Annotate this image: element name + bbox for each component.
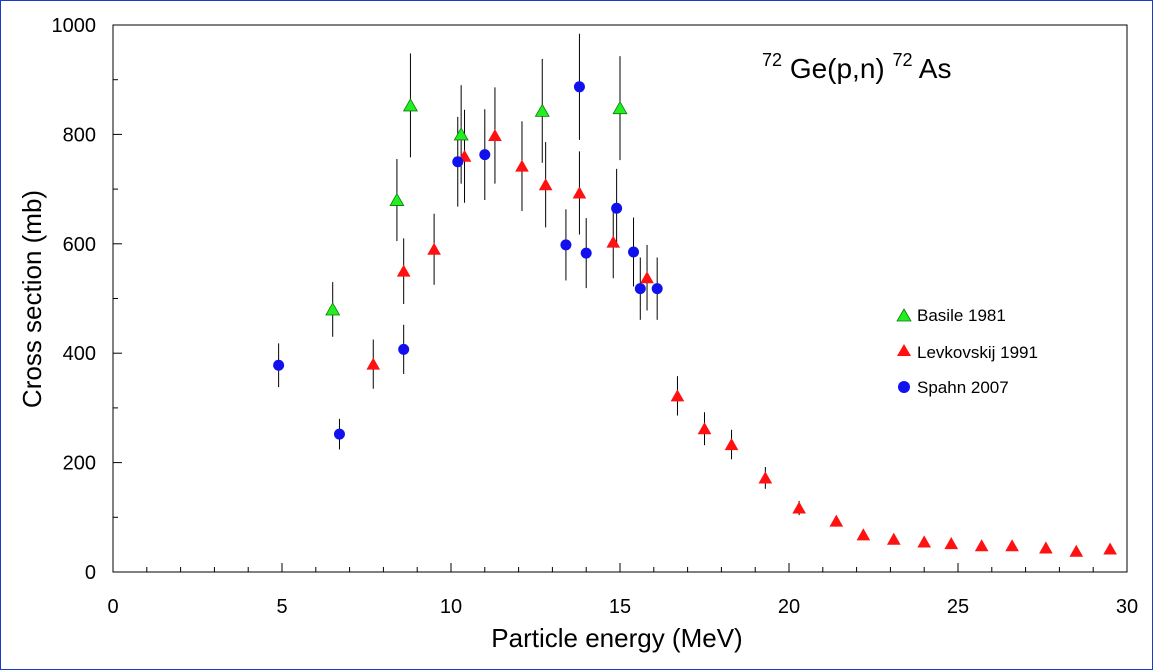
point-spahn-2007 bbox=[580, 247, 592, 259]
point-levkovskij-1991 bbox=[792, 501, 806, 514]
data-points bbox=[273, 33, 1117, 557]
point-spahn-2007 bbox=[651, 283, 663, 295]
point-levkovskij-1991 bbox=[606, 235, 621, 248]
point-basile-1981 bbox=[325, 302, 341, 316]
x-tick-label: 0 bbox=[107, 596, 118, 618]
point-levkovskij-1991 bbox=[697, 422, 712, 435]
y-tick-label: 800 bbox=[63, 124, 96, 146]
point-spahn-2007 bbox=[628, 246, 640, 258]
legend-marker-levkovskij bbox=[897, 344, 911, 356]
point-levkovskij-1991 bbox=[427, 242, 441, 255]
point-levkovskij-1991 bbox=[917, 535, 932, 548]
legend-label-spahn: Spahn 2007 bbox=[917, 378, 1009, 397]
point-levkovskij-1991 bbox=[1069, 544, 1084, 557]
legend-item-levkovskij: Levkovskij 1991 bbox=[897, 343, 1038, 362]
legend-marker-basile bbox=[896, 308, 912, 322]
x-tick-label: 30 bbox=[1116, 596, 1138, 618]
title-sup-1: 72 bbox=[762, 50, 782, 70]
legend-label-basile: Basile 1981 bbox=[917, 306, 1006, 325]
point-levkovskij-1991 bbox=[640, 271, 654, 284]
point-levkovskij-1991 bbox=[856, 528, 871, 541]
point-spahn-2007 bbox=[273, 359, 285, 371]
legend-item-spahn: Spahn 2007 bbox=[898, 378, 1009, 397]
point-spahn-2007 bbox=[452, 156, 464, 168]
legend-label-levkovskij: Levkovskij 1991 bbox=[917, 343, 1038, 362]
point-levkovskij-1991 bbox=[1103, 542, 1117, 555]
y-tick-label: 400 bbox=[63, 343, 96, 365]
axes: 0 5 10 15 20 25 30 0 200 400 600 800 1000 bbox=[52, 15, 1139, 618]
point-basile-1981 bbox=[453, 127, 469, 141]
point-spahn-2007 bbox=[560, 239, 572, 251]
y-tick-label: 1000 bbox=[52, 15, 97, 37]
legend-marker-spahn bbox=[898, 381, 910, 393]
legend-item-basile: Basile 1981 bbox=[896, 306, 1006, 325]
title-main-1: Ge(p,n) bbox=[790, 53, 885, 84]
x-tick-label: 15 bbox=[609, 596, 631, 618]
x-tick-label: 20 bbox=[778, 596, 800, 618]
title-main-2: As bbox=[919, 53, 952, 84]
point-levkovskij-1991 bbox=[974, 539, 989, 552]
point-levkovskij-1991 bbox=[886, 532, 901, 545]
x-tick-label: 25 bbox=[947, 596, 969, 618]
point-levkovskij-1991 bbox=[396, 264, 411, 277]
point-basile-1981 bbox=[402, 98, 418, 112]
point-levkovskij-1991 bbox=[724, 438, 739, 451]
point-basile-1981 bbox=[612, 100, 628, 115]
y-tick-label: 200 bbox=[63, 453, 96, 475]
point-spahn-2007 bbox=[634, 283, 646, 295]
point-spahn-2007 bbox=[479, 149, 491, 161]
point-spahn-2007 bbox=[573, 81, 585, 93]
y-axis-label: Cross section (mb) bbox=[17, 190, 47, 408]
point-levkovskij-1991 bbox=[829, 514, 844, 527]
y-tick-label: 0 bbox=[85, 562, 96, 584]
point-basile-1981 bbox=[389, 192, 405, 206]
point-levkovskij-1991 bbox=[758, 471, 773, 484]
point-basile-1981 bbox=[534, 103, 550, 117]
point-levkovskij-1991 bbox=[515, 159, 529, 172]
y-tick-label: 600 bbox=[63, 234, 96, 256]
point-levkovskij-1991 bbox=[944, 537, 959, 550]
point-levkovskij-1991 bbox=[488, 128, 502, 142]
point-levkovskij-1991 bbox=[670, 389, 685, 402]
point-spahn-2007 bbox=[611, 202, 623, 214]
point-spahn-2007 bbox=[333, 428, 345, 440]
chart-title: 72 Ge(p,n) 72 As bbox=[762, 41, 951, 84]
x-axis-label: Particle energy (MeV) bbox=[491, 623, 742, 653]
title-sup-2: 72 bbox=[893, 50, 913, 70]
point-levkovskij-1991 bbox=[1039, 541, 1053, 554]
point-spahn-2007 bbox=[398, 343, 410, 355]
x-tick-label: 5 bbox=[276, 596, 287, 618]
legend: Basile 1981 Levkovskij 1991 Spahn 2007 bbox=[896, 306, 1038, 397]
point-levkovskij-1991 bbox=[366, 357, 381, 370]
point-levkovskij-1991 bbox=[572, 186, 587, 199]
point-levkovskij-1991 bbox=[1005, 539, 1019, 552]
x-tick-label: 10 bbox=[440, 596, 462, 618]
point-levkovskij-1991 bbox=[538, 178, 553, 191]
